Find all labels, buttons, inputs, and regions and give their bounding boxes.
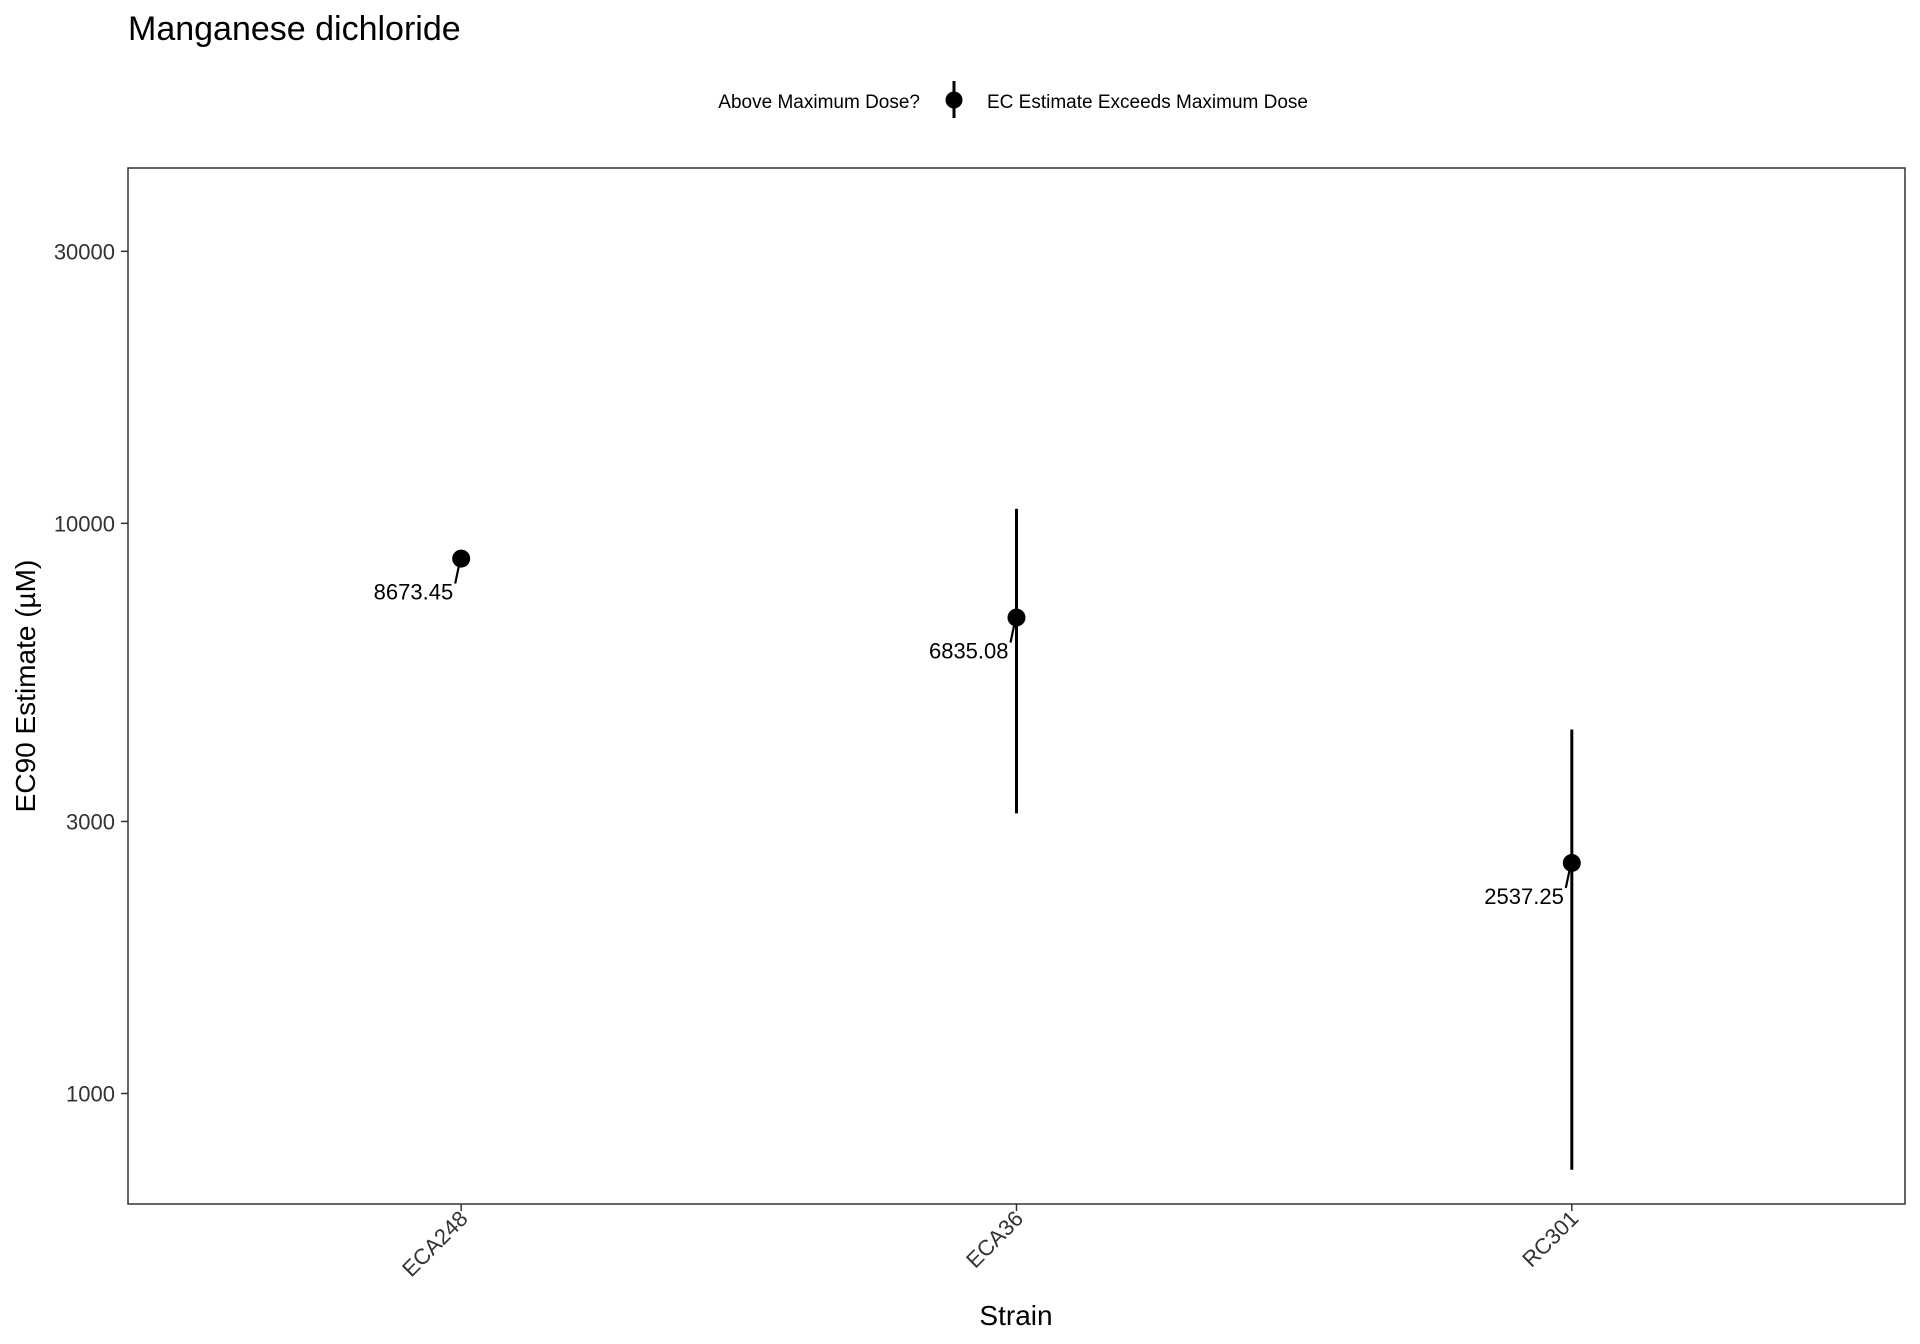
y-tick-label: 1000 bbox=[66, 1081, 115, 1106]
x-axis-title: Strain bbox=[979, 1300, 1052, 1331]
data-label: 2537.25 bbox=[1484, 884, 1564, 909]
y-axis-title: EC90 Estimate (µM) bbox=[10, 560, 41, 813]
data-marks: 8673.45 6835.08 2537.25 bbox=[374, 508, 1581, 1170]
legend-entry: EC Estimate Exceeds Maximum Dose bbox=[987, 92, 1308, 113]
data-point bbox=[1562, 853, 1581, 872]
x-tick-label: RC301 bbox=[1517, 1206, 1583, 1272]
legend-key-point bbox=[945, 91, 963, 109]
label-leader bbox=[454, 564, 461, 584]
y-axis: 1000 3000 10000 30000 bbox=[54, 239, 128, 1106]
y-tick-label: 10000 bbox=[54, 511, 115, 536]
data-point bbox=[452, 549, 471, 568]
label-leader bbox=[1564, 868, 1571, 889]
data-label: 6835.08 bbox=[929, 639, 1009, 664]
data-label: 8673.45 bbox=[374, 580, 454, 605]
data-point bbox=[1007, 608, 1026, 627]
y-tick-label: 30000 bbox=[54, 239, 115, 264]
x-axis: ECA248 ECA36 RC301 bbox=[397, 1204, 1583, 1281]
legend-title: Above Maximum Dose? bbox=[718, 92, 920, 113]
label-leader bbox=[1009, 623, 1016, 643]
x-tick-label: ECA248 bbox=[397, 1206, 473, 1282]
y-tick-label: 3000 bbox=[66, 809, 115, 834]
x-tick-label: ECA36 bbox=[961, 1206, 1028, 1273]
chart-title: Manganese dichloride bbox=[128, 10, 461, 48]
legend: Above Maximum Dose? EC Estimate Exceeds … bbox=[718, 81, 1308, 118]
